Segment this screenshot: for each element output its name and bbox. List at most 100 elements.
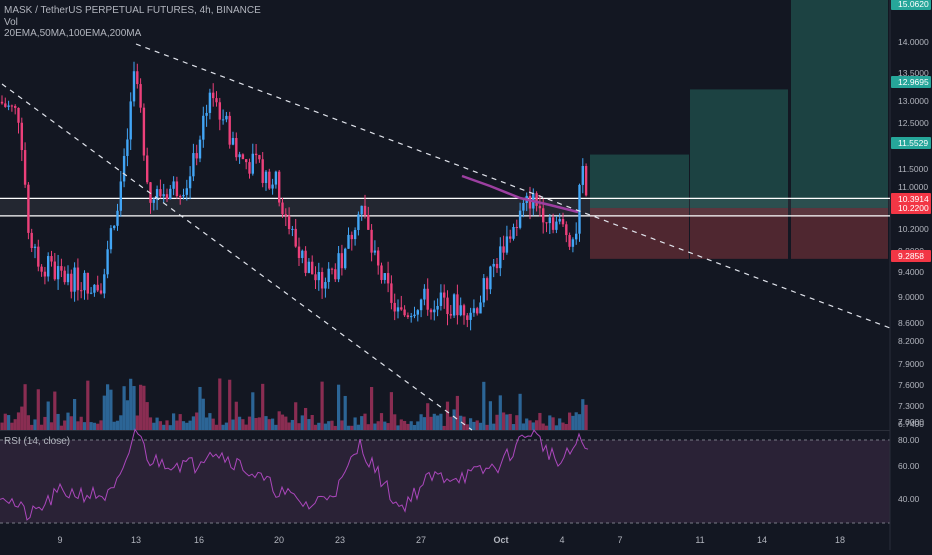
candle-body [436,305,439,310]
candle-body [251,153,254,174]
volume-bar [386,423,390,430]
candle-body [307,261,311,273]
price-tag-label: 12.9695 [898,77,929,87]
volume-bar [106,384,110,430]
price-tag-bg [891,202,931,214]
candle-body [10,105,14,107]
candle-body [489,266,492,290]
volume-bar [188,420,192,430]
volume-bar [99,420,103,430]
price-axis-tick-label: 10.2000 [898,224,929,234]
volume-bar [198,386,202,430]
volume-bar [535,420,539,430]
pane-separator [0,430,890,431]
volume-bar [205,417,209,430]
volume-bar [26,415,30,430]
candle-body [17,107,20,123]
candle-body [330,268,334,270]
candle-body [83,272,86,291]
candle-body [188,176,192,189]
volume-bar [89,422,93,430]
volume-bar [564,424,568,430]
candle-body [132,71,136,102]
volume-bar [577,414,582,430]
volume-bar [406,423,410,430]
volume-bar [518,393,522,430]
volume-bar [23,384,27,430]
volume-bar [525,418,529,430]
volume-bar [208,413,212,430]
candle-body [14,106,17,108]
volume-bar [115,420,120,430]
volume-bar [581,399,585,430]
moving-average-legend: 20EMA,50MA,100EMA,200MA [4,28,142,39]
candle-body [136,71,139,85]
rsi-axis-tick-label: 60.00 [898,461,920,471]
volume-bar [571,415,575,430]
volume-bar [492,423,496,430]
candle-body [360,205,363,215]
volume-bar [59,425,63,430]
volume-bar [112,421,116,430]
candle-body [320,272,324,289]
candle-body [400,307,403,310]
volume-bar [63,420,67,430]
candle-body [545,222,548,224]
volume-bar [251,392,255,430]
descending-resistance-trendline [135,43,891,329]
candle-body [225,115,228,120]
candle-body [113,225,116,229]
candle-body [208,92,212,113]
volume-bar [469,418,473,430]
volume-bar [475,420,479,430]
volume-bar [195,412,199,430]
candle-body [291,228,294,230]
candle-body [43,271,47,277]
candle-body [33,246,37,249]
volume-bar [455,395,459,430]
volume-bar [53,391,57,430]
volume-bar [125,400,129,430]
volume-bar [152,422,156,430]
volume-bar [109,389,113,430]
candle-body [584,165,588,196]
candle-body [353,229,357,240]
volume-bar [218,378,222,430]
candle-body [182,194,185,197]
volume-bar [330,420,334,430]
candle-body [581,165,584,185]
volume-bar [337,384,341,430]
volume-group [0,378,588,430]
volume-bar [465,424,469,430]
candle-body [195,153,198,159]
volume-bar [488,401,492,430]
candle-body [63,270,66,283]
volume-bar [40,424,44,430]
volume-bar [442,425,446,430]
volume-bar [69,416,73,430]
candle-body [30,232,33,249]
price-tag-bg [891,0,931,10]
candle-body [456,294,459,316]
volume-bar [521,423,525,430]
price-axis-tick-label: 9.4000 [898,267,924,277]
volume-bar [228,379,232,430]
candle-body [476,308,479,314]
candle-body [258,155,261,160]
volume-bar [92,422,96,430]
volume-bar [515,415,519,430]
volume-bar [33,419,37,430]
volume-bar [244,424,248,430]
volume-bar [356,424,360,430]
volume-bar [554,425,558,430]
candle-body [337,253,340,280]
candle-body [152,199,155,203]
volume-bar [139,384,143,430]
volume-bar [445,401,450,430]
volume-bar [360,416,364,430]
volume-bar [271,418,275,430]
candle-body [499,246,502,269]
volume-bar [439,413,443,430]
